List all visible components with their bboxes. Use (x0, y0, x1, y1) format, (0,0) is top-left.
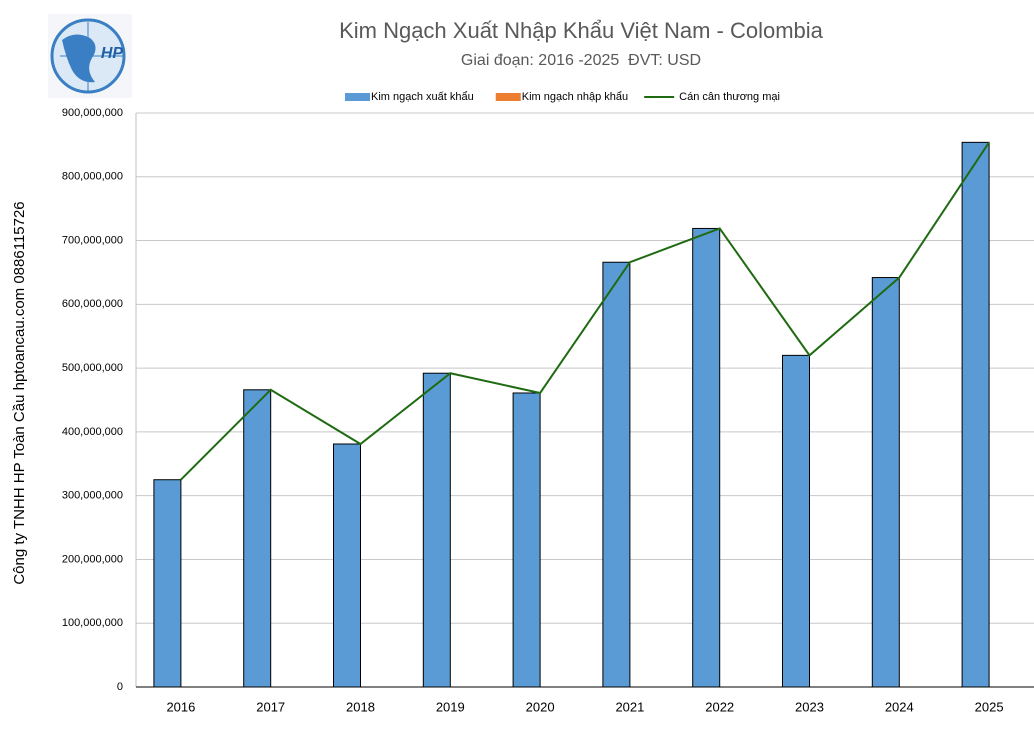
legend-label: Kim ngạch nhập khẩu (522, 91, 628, 103)
legend-label: Cán cân thương mại (679, 91, 780, 103)
x-tick-label: 2019 (436, 699, 465, 714)
logo-land (62, 34, 96, 83)
bar (243, 389, 272, 688)
x-tick-label: 2017 (256, 699, 285, 714)
y-tick-label: 800,000,000 (62, 171, 123, 183)
y-tick-label: 0 (117, 681, 123, 693)
legend-label: Kim ngạch xuất khẩu (371, 91, 474, 103)
bar (871, 277, 900, 688)
bar (602, 261, 631, 688)
y-tick-label: 300,000,000 (62, 490, 123, 502)
logo-meridian (60, 22, 124, 92)
x-tick-label: 2018 (346, 699, 375, 714)
y-tick-label: 900,000,000 (62, 107, 123, 119)
x-tick-label: 2022 (705, 699, 734, 714)
y-tick-label: 100,000,000 (62, 617, 123, 629)
chart-subtitle: Giai đoạn: 2016 -2025 ĐVT: USD (461, 52, 701, 69)
legend-swatch (495, 93, 521, 101)
y-tick-label: 700,000,000 (62, 234, 123, 246)
bar (422, 372, 451, 688)
x-tick-label: 2016 (166, 699, 195, 714)
x-tick-label: 2021 (615, 699, 644, 714)
legend-swatch (345, 93, 370, 101)
y-tick-label: 200,000,000 (62, 553, 123, 565)
bar (782, 354, 810, 688)
x-tick-label: 2025 (975, 699, 1004, 714)
bar (512, 392, 541, 688)
legend: Kim ngạch xuất khẩu Kim ngạch nhập khẩu Cá… (345, 91, 780, 103)
bar (692, 227, 721, 688)
x-tick-label: 2023 (795, 699, 824, 714)
bar (333, 443, 361, 688)
bar (153, 479, 182, 688)
bar (961, 141, 990, 688)
logo-text: HP (101, 45, 124, 62)
logo: HP (48, 14, 132, 98)
chart-title: Kim Ngạch Xuất Nhập Khẩu Việt Nam - Colo… (339, 18, 824, 43)
x-tick-label: 2024 (885, 699, 914, 714)
y-tick-label: 500,000,000 (62, 362, 123, 374)
line-series (180, 141, 990, 481)
y-tick-label: 400,000,000 (62, 426, 123, 438)
x-tick-label: 2020 (526, 699, 555, 714)
y-tick-label: 600,000,000 (62, 298, 123, 310)
side-annotation: Công ty TNHH HP Toàn Cầu hptoancau.com 0… (11, 201, 28, 584)
